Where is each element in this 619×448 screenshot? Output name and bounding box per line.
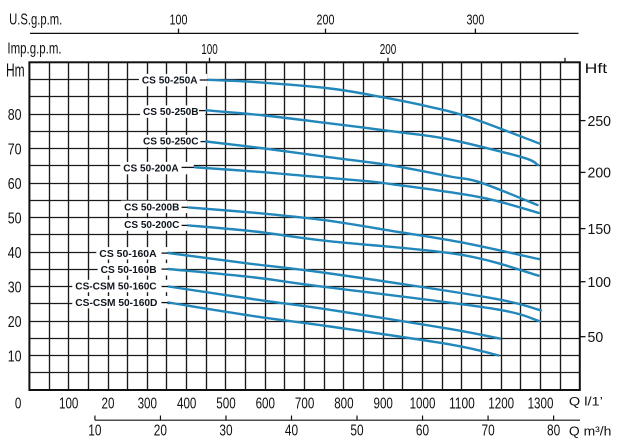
svg-text:10: 10	[8, 348, 22, 365]
svg-text:CS 50-160B: CS 50-160B	[101, 265, 157, 276]
svg-text:Hm: Hm	[6, 60, 25, 81]
svg-text:20: 20	[154, 423, 167, 440]
svg-text:1100: 1100	[449, 396, 475, 413]
svg-text:CS 50-160A: CS 50-160A	[99, 249, 157, 260]
svg-text:400: 400	[177, 396, 196, 413]
svg-text:CS 50-250A: CS 50-250A	[142, 76, 198, 87]
svg-text:40: 40	[285, 423, 298, 440]
svg-text:U.S.g.p.m.: U.S.g.p.m.	[9, 11, 62, 28]
svg-text:50: 50	[8, 210, 22, 227]
svg-text:1000: 1000	[410, 396, 436, 413]
svg-text:70: 70	[8, 141, 22, 158]
svg-text:CS 50-250B: CS 50-250B	[143, 107, 199, 118]
svg-text:CS-CSM 50-160C: CS-CSM 50-160C	[75, 282, 157, 293]
svg-text:60: 60	[8, 176, 22, 193]
svg-text:700: 700	[295, 396, 314, 413]
svg-text:CS 50-200B: CS 50-200B	[124, 203, 179, 214]
svg-text:10: 10	[88, 423, 101, 440]
svg-text:50: 50	[588, 330, 604, 346]
svg-text:900: 900	[374, 396, 393, 413]
svg-text:150: 150	[588, 222, 612, 238]
svg-text:80: 80	[547, 423, 560, 440]
svg-text:30: 30	[8, 279, 22, 296]
svg-text:CS 50-200C: CS 50-200C	[124, 220, 180, 231]
svg-text:500: 500	[216, 396, 235, 413]
svg-text:200: 200	[317, 12, 335, 29]
svg-text:80: 80	[8, 107, 22, 124]
svg-text:20: 20	[8, 314, 22, 331]
svg-text:1300: 1300	[528, 396, 554, 413]
svg-text:300: 300	[138, 396, 157, 413]
svg-text:100: 100	[588, 275, 612, 291]
svg-text:Q m³/h: Q m³/h	[569, 424, 612, 439]
svg-text:100: 100	[201, 41, 218, 58]
svg-text:70: 70	[482, 423, 495, 440]
svg-text:600: 600	[256, 396, 275, 413]
svg-text:800: 800	[334, 396, 353, 413]
svg-text:200: 200	[380, 41, 397, 58]
svg-text:60: 60	[416, 423, 429, 440]
svg-text:20: 20	[102, 396, 115, 413]
svg-text:30: 30	[219, 423, 232, 440]
svg-text:100: 100	[170, 12, 188, 29]
svg-text:50: 50	[350, 423, 363, 440]
svg-text:40: 40	[8, 245, 22, 262]
svg-text:0: 0	[15, 396, 22, 413]
svg-text:Imp.g.p.m.: Imp.g.p.m.	[7, 40, 61, 57]
svg-text:300: 300	[466, 12, 484, 29]
svg-text:100: 100	[59, 396, 78, 413]
svg-text:CS 50-200A: CS 50-200A	[123, 164, 179, 175]
svg-text:200: 200	[588, 166, 612, 182]
svg-text:CS-CSM 50-160D: CS-CSM 50-160D	[75, 298, 157, 309]
svg-text:1200: 1200	[488, 396, 514, 413]
svg-text:Hft: Hft	[585, 61, 608, 76]
svg-text:CS 50-250C: CS 50-250C	[143, 137, 199, 148]
svg-text:Q l/1’: Q l/1’	[569, 394, 603, 408]
svg-text:250: 250	[588, 114, 612, 130]
